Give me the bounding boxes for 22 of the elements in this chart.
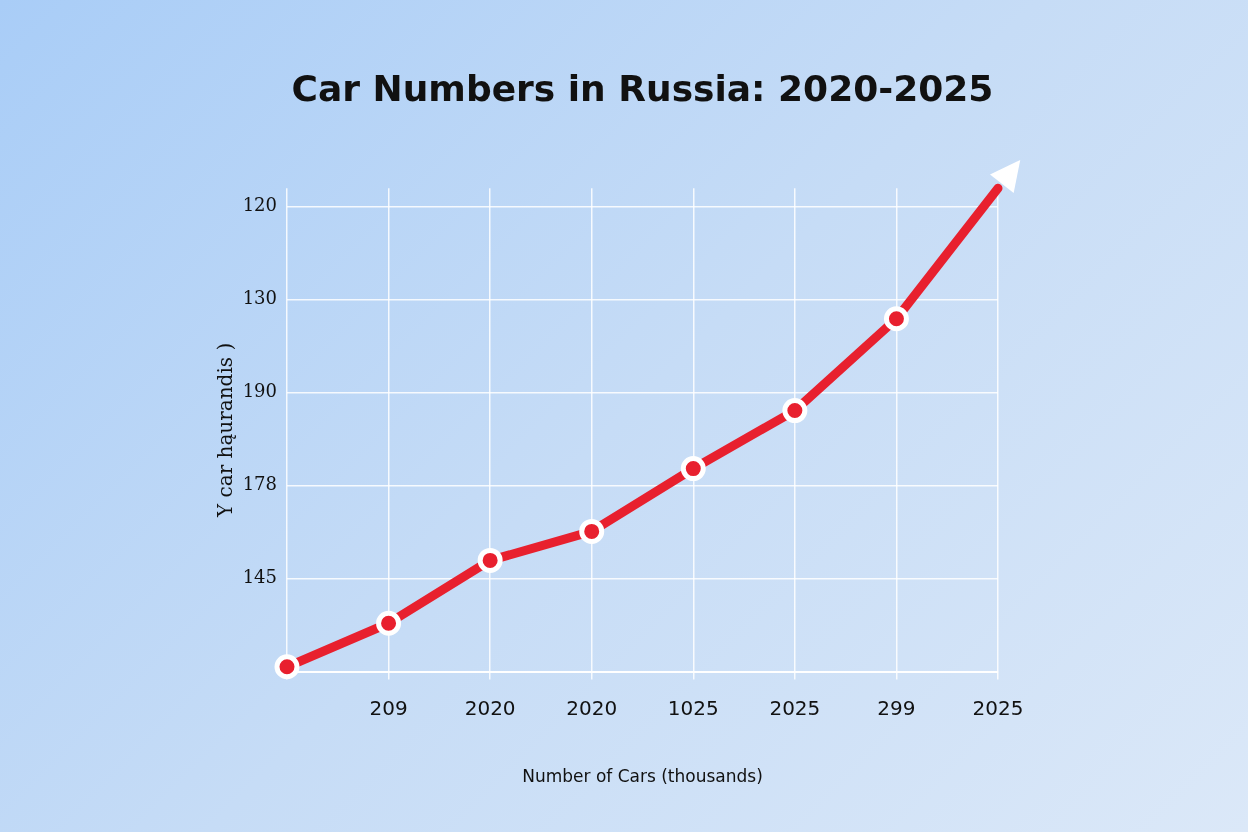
point: [680, 456, 706, 482]
x-axis-title: Number of Cars (thousands): [522, 766, 763, 787]
text: 130: [242, 287, 277, 309]
text: 190: [242, 380, 277, 402]
chart-title: Car Numbers in Russia: 2020-2025: [291, 67, 994, 109]
point: [477, 547, 503, 573]
point: [376, 610, 402, 636]
y-axis-title: Y car hąurandis ): [213, 342, 238, 519]
x-tick-label: 2020: [464, 695, 516, 720]
point: [274, 654, 300, 680]
x-tick-label: 2025: [769, 695, 821, 720]
point: [782, 398, 808, 424]
x-tick-label: 209: [369, 695, 408, 720]
x-tick-label: 2020: [566, 695, 618, 720]
x-tick-label: 299: [877, 695, 916, 720]
point: [883, 306, 909, 332]
point: [579, 518, 605, 544]
text: 178: [242, 473, 277, 495]
text: 120: [242, 194, 277, 216]
x-tick-label: 1025: [667, 695, 719, 720]
x-tick-label: 2025: [972, 695, 1024, 720]
text: 145: [242, 566, 277, 588]
